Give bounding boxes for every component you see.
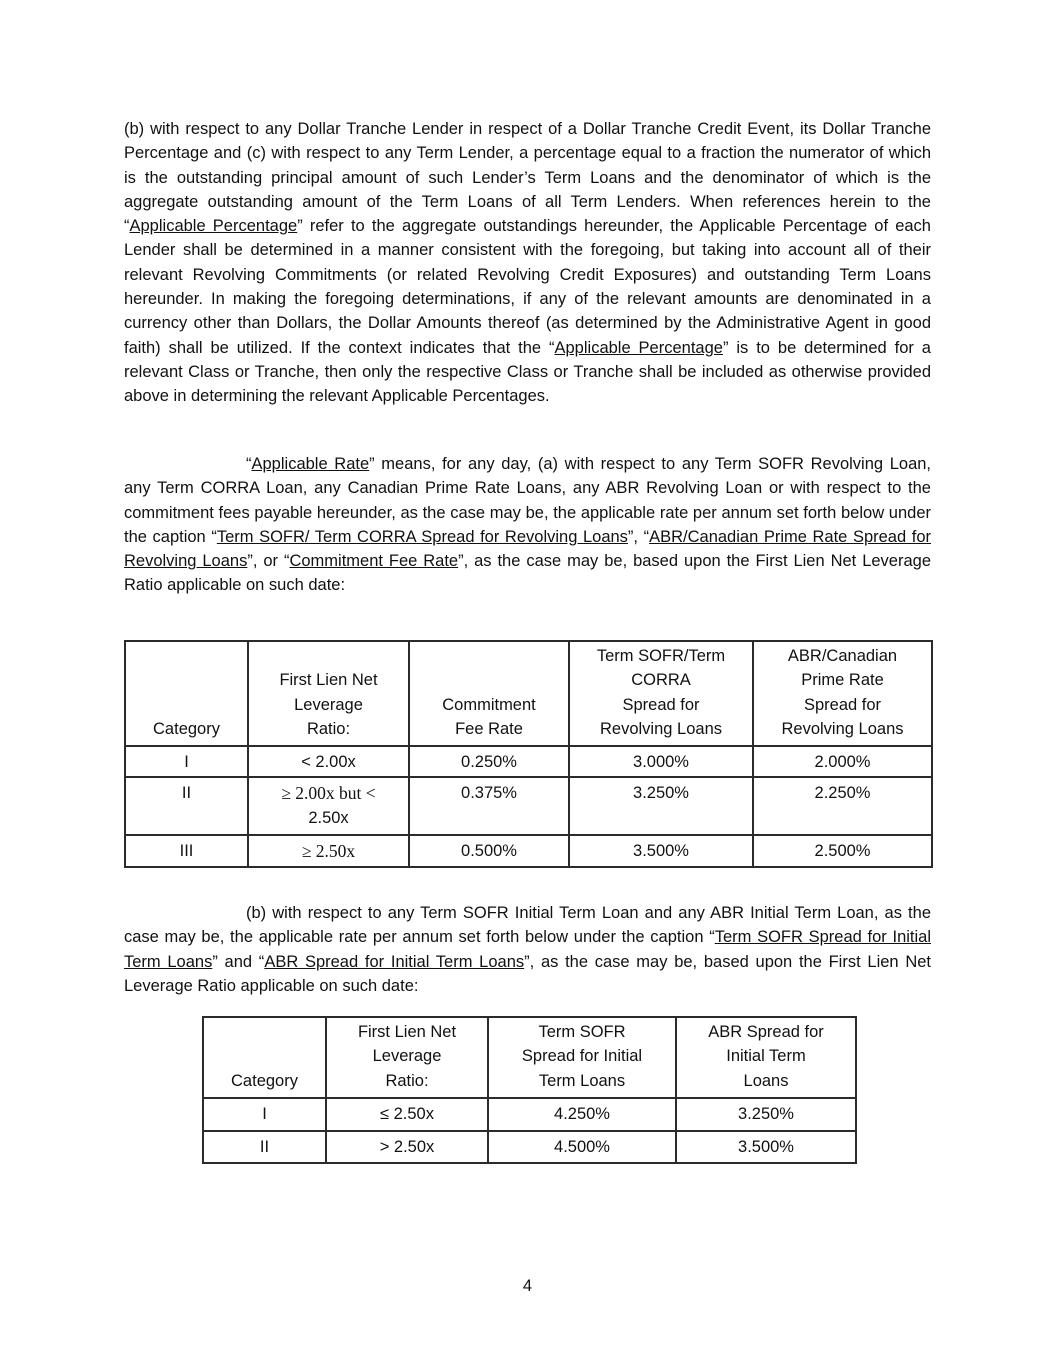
text-run: ”, or “ [247, 552, 290, 571]
table-header-row: Category First Lien Net Leverage Ratio: … [124, 639, 933, 748]
table-row: II ≥ 2.00x but < 2.50x 0.375% 3.250% 2.2… [124, 776, 933, 837]
defined-term-term-sofr-corra-spread: Term SOFR/ Term CORRA Spread for Revolvi… [216, 527, 628, 546]
paragraph-applicable-percentage: (b) with respect to any Dollar Tranche L… [124, 117, 931, 409]
text-run: ” is to be determined for a relevant Cla… [124, 338, 931, 406]
text-run: ” and “ [212, 952, 265, 971]
text-run: “ [246, 455, 252, 473]
cell-term-sofr-corra-spread: 3.500% [568, 834, 754, 868]
header-category: Category [202, 1016, 327, 1099]
paragraph-applicable-rate: “Applicable Rate” means, for any day, (a… [124, 452, 931, 598]
cell-leverage-ratio: < 2.00x [247, 745, 410, 779]
cell-leverage-ratio: > 2.50x [325, 1129, 489, 1164]
defined-term-abr-canadian-prime-spread: ABR/Canadian Prime Rate Spread for Revol… [124, 527, 931, 571]
cell-term-sofr-corra-spread: 3.000% [568, 745, 754, 779]
defined-term-applicable-percentage: Applicable Percentage [554, 338, 723, 357]
page-number: 4 [522, 1277, 533, 1295]
cell-category: I [202, 1096, 327, 1132]
cell-abr-spread: 3.250% [675, 1096, 857, 1132]
text-run: ”, “ [627, 527, 650, 546]
defined-term-abr-spread-initial: ABR Spread for Initial Term Loans [264, 952, 525, 971]
cell-abr-prime-spread: 2.250% [752, 776, 933, 837]
header-first-lien-net-leverage-ratio: First Lien Net Leverage Ratio: [247, 639, 410, 748]
header-term-sofr-spread-initial: Term SOFR Spread for Initial Term Loans [487, 1016, 677, 1099]
cell-abr-prime-spread: 2.000% [752, 745, 933, 779]
text-run: ” means, for any day, (a) with respect t… [124, 455, 932, 546]
paragraph-initial-term-loans: (b) with respect to any Term SOFR Initia… [124, 901, 931, 998]
cell-abr-spread: 3.500% [675, 1129, 857, 1164]
text-run: ” refer to the aggregate outstandings he… [124, 217, 931, 357]
defined-term-commitment-fee-rate: Commitment Fee Rate [289, 552, 459, 571]
cell-term-sofr-spread: 4.500% [487, 1129, 677, 1164]
cell-term-sofr-corra-spread: 3.250% [568, 776, 754, 837]
text-run: (b) with respect to any Dollar Tranche L… [124, 120, 931, 236]
cell-category: II [202, 1129, 327, 1164]
table-row: II > 2.50x 4.500% 3.500% [202, 1129, 857, 1164]
cell-category: I [124, 745, 249, 779]
defined-term-applicable-percentage: Applicable Percentage [129, 217, 298, 236]
table-row: I ≤ 2.50x 4.250% 3.250% [202, 1096, 857, 1132]
cell-leverage-ratio: ≥ 2.50x [247, 834, 410, 868]
defined-term-term-sofr-spread-initial: Term SOFR Spread for Initial Term Loans [124, 928, 931, 971]
text-run: ”, as the case may be, based upon the Fi… [124, 952, 931, 995]
cell-category: II [124, 776, 249, 837]
cell-term-sofr-spread: 4.250% [487, 1096, 677, 1132]
defined-term-applicable-rate: Applicable Rate [251, 455, 370, 473]
cell-leverage-ratio: ≥ 2.00x but < 2.50x [247, 776, 410, 837]
table-header-row: Category First Lien Net Leverage Ratio: … [202, 1016, 857, 1099]
header-first-lien-net-leverage-ratio: First Lien Net Leverage Ratio: [325, 1016, 489, 1099]
cell-category: III [124, 834, 249, 868]
text-run: (b) with respect to any Term SOFR Initia… [124, 904, 931, 947]
header-commitment-fee-rate: Commitment Fee Rate [408, 639, 570, 748]
cell-abr-prime-spread: 2.500% [752, 834, 933, 868]
cell-leverage-ratio: ≤ 2.50x [325, 1096, 489, 1132]
header-category: Category [124, 639, 249, 748]
header-abr-canadian-prime-spread: ABR/Canadian Prime Rate Spread for Revol… [752, 639, 933, 748]
cell-commitment-fee-rate: 0.500% [408, 834, 570, 868]
revolving-loans-rate-table: Category First Lien Net Leverage Ratio: … [124, 639, 933, 868]
cell-commitment-fee-rate: 0.250% [408, 745, 570, 779]
cell-commitment-fee-rate: 0.375% [408, 776, 570, 837]
table-row: I < 2.00x 0.250% 3.000% 2.000% [124, 745, 933, 779]
text-run: ”, as the case may be, based upon the Fi… [124, 552, 931, 595]
table-row: III ≥ 2.50x 0.500% 3.500% 2.500% [124, 834, 933, 868]
header-term-sofr-corra-spread: Term SOFR/Term CORRA Spread for Revolvin… [568, 639, 754, 748]
header-abr-spread-initial: ABR Spread for Initial Term Loans [675, 1016, 857, 1099]
initial-term-loans-rate-table: Category First Lien Net Leverage Ratio: … [202, 1016, 857, 1164]
